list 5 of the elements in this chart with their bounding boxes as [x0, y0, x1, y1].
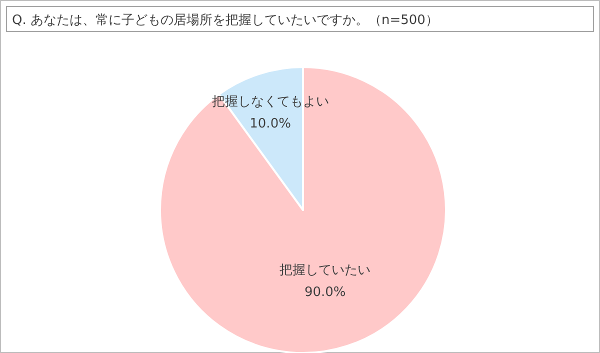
data-label: 90.0%: [304, 285, 346, 300]
slice-label: 把握しなくてもよい: [212, 94, 329, 110]
slice-label: 把握していたい: [280, 263, 371, 278]
data-label: 10.0%: [250, 116, 291, 132]
chart-title: Q. あなたは、常に子どもの居場所を把握していたいですか。（n=500）: [12, 13, 438, 28]
